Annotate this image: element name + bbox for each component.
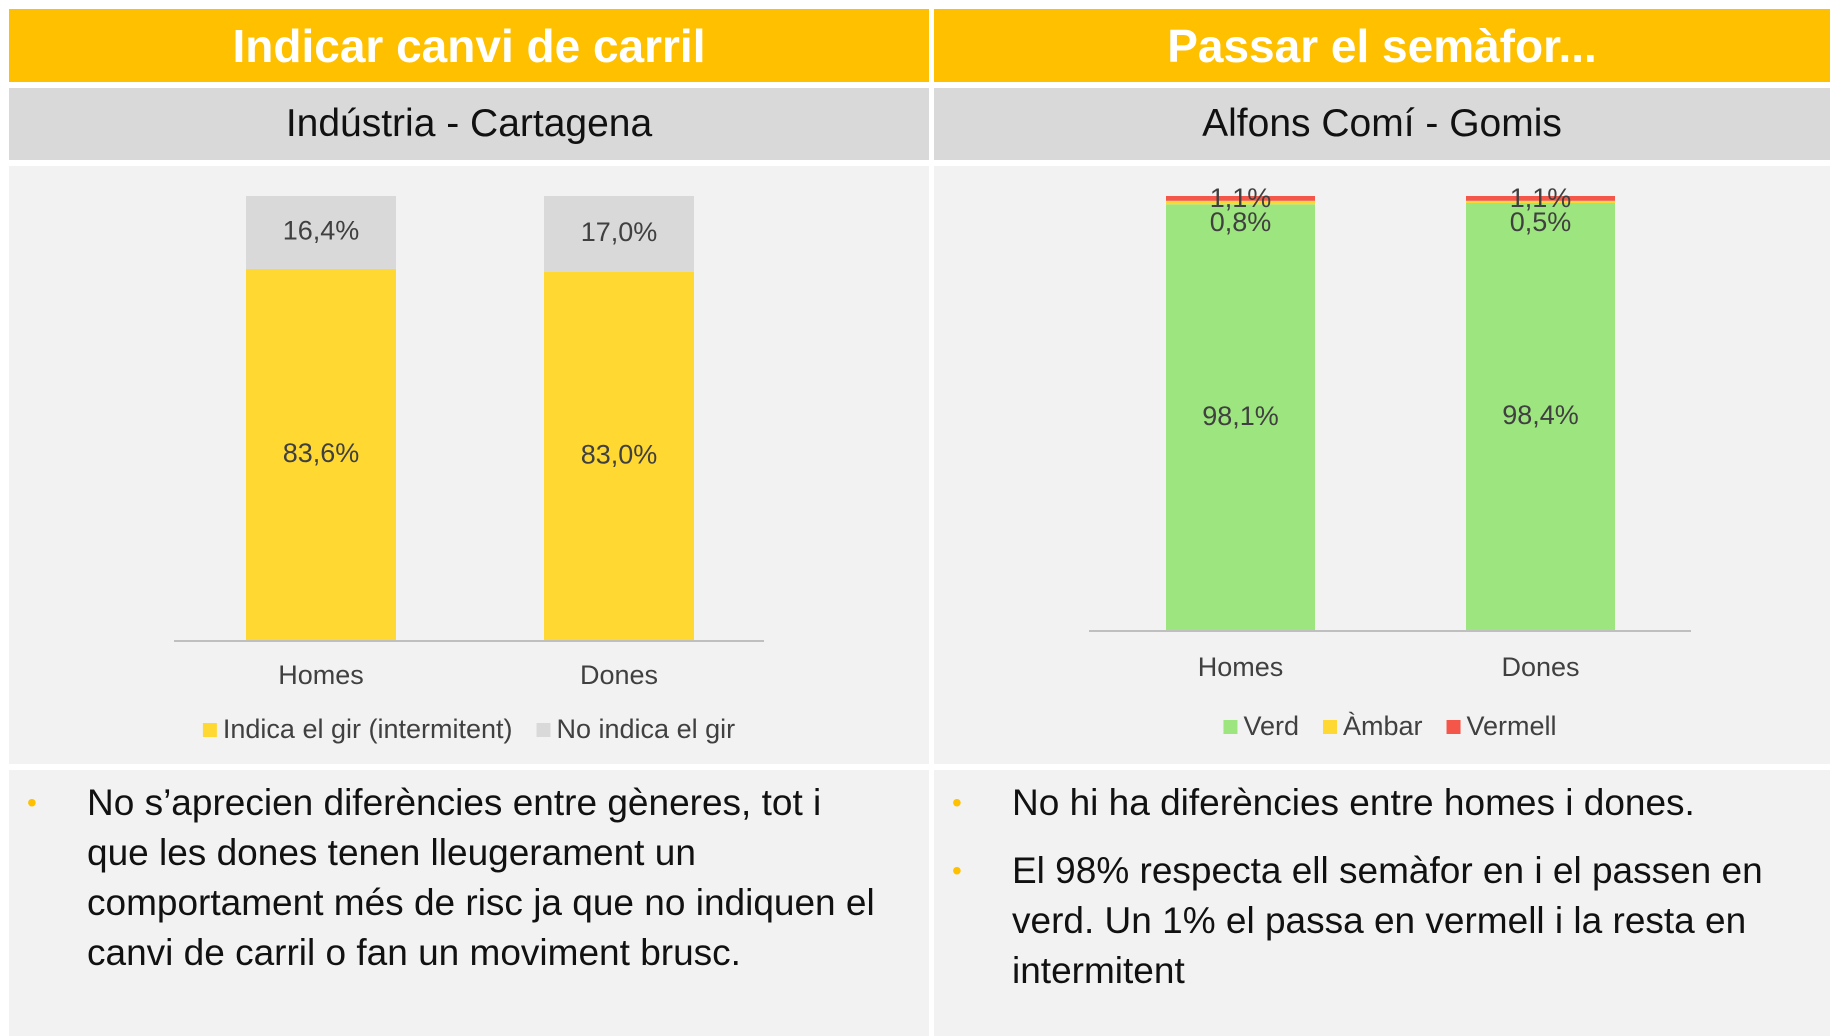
- bullet: No s’aprecien diferències entre gèneres,…: [9, 778, 879, 978]
- legend-label: Àmbar: [1343, 711, 1423, 741]
- x-tick-label: Dones: [1501, 652, 1579, 682]
- data-label: 17,0%: [581, 217, 658, 247]
- data-label: 0,5%: [1510, 207, 1572, 237]
- bullet: El 98% respecta ell semàfor en i el pass…: [934, 846, 1814, 996]
- legend-swatch: [202, 723, 217, 737]
- chart-area: [934, 166, 1830, 764]
- x-tick-label: Dones: [580, 660, 658, 690]
- data-label: 16,4%: [283, 216, 360, 246]
- legend-swatch: [536, 723, 551, 737]
- data-label: 98,4%: [1502, 400, 1579, 430]
- bar-segment: [544, 271, 694, 641]
- chart-area: [9, 166, 929, 764]
- header: Passar el semàfor...: [934, 9, 1830, 82]
- x-tick-label: Homes: [1198, 652, 1284, 682]
- bar-segment: [1466, 196, 1615, 201]
- data-label: 0,8%: [1210, 207, 1272, 237]
- data-label: 83,0%: [581, 439, 658, 469]
- bar-segment: [544, 196, 694, 272]
- bar-segment: [1166, 204, 1315, 631]
- notes: No hi ha diferències entre homes i dones…: [934, 778, 1814, 1014]
- data-label: 1,1%: [1210, 183, 1272, 213]
- subtitle: Indústria - Cartagena: [9, 88, 929, 160]
- legend-label: Vermell: [1467, 711, 1557, 741]
- subtitle: Alfons Comí - Gomis: [934, 88, 1830, 160]
- legend-label: No indica el gir: [557, 714, 736, 744]
- bullet: No hi ha diferències entre homes i dones…: [934, 778, 1814, 828]
- legend-swatch: [1446, 720, 1461, 734]
- legend-swatch: [1322, 720, 1337, 734]
- legend-label: Indica el gir (intermitent): [223, 714, 513, 744]
- data-label: 98,1%: [1202, 401, 1279, 431]
- legend-label: Verd: [1243, 711, 1299, 741]
- bar-segment: [1166, 200, 1315, 205]
- x-tick-label: Homes: [278, 660, 364, 690]
- bar-segment: [1166, 196, 1315, 201]
- bar-segment: [1466, 202, 1615, 631]
- bar-segment: [1466, 200, 1615, 203]
- notes: No s’aprecien diferències entre gèneres,…: [9, 778, 879, 996]
- header: Indicar canvi de carril: [9, 9, 929, 82]
- bar-segment: [246, 196, 396, 269]
- data-label: 83,6%: [283, 438, 360, 468]
- bar-segment: [246, 268, 396, 641]
- data-label: 1,1%: [1510, 183, 1572, 213]
- legend-swatch: [1223, 720, 1238, 734]
